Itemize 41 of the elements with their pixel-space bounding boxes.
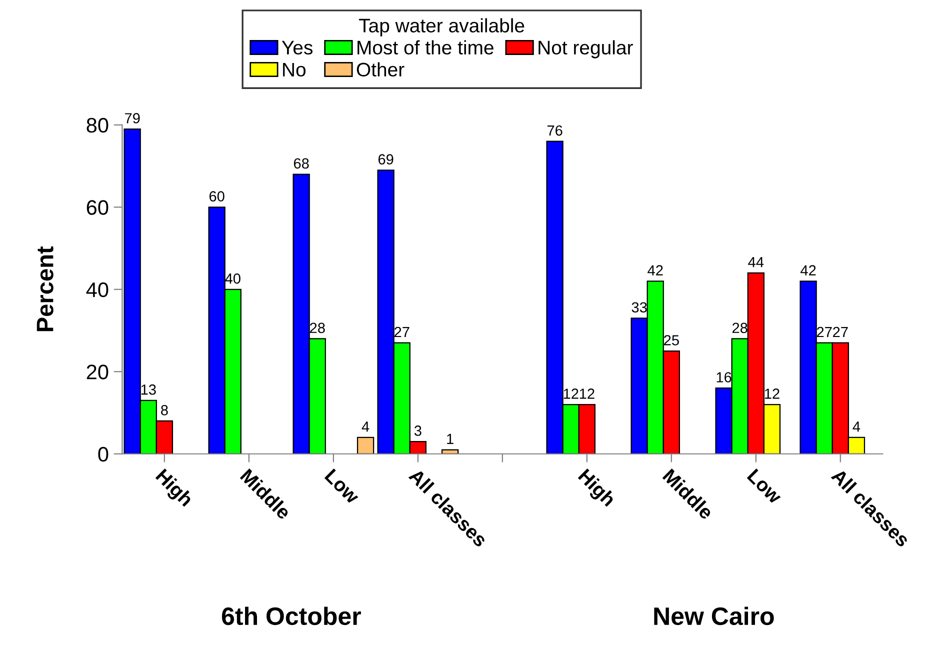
data-label: 13 [141, 384, 156, 395]
legend-label: Not regular [538, 40, 633, 58]
legend-label: No [283, 62, 306, 77]
data-label: 42 [648, 265, 663, 276]
data-label: 60 [209, 191, 224, 202]
data-label: 12 [764, 388, 780, 399]
text: New Cairo [654, 606, 774, 626]
y-tick-label: 60 [86, 200, 108, 215]
data-label: 12 [564, 388, 578, 399]
data-label: 1 [447, 434, 454, 444]
bar [441, 449, 459, 454]
data-label: 42 [800, 265, 816, 276]
data-label: 69 [378, 154, 394, 164]
data-label: 3 [414, 426, 422, 436]
y-tick-label: 0 [98, 446, 108, 462]
data-label: 8 [161, 404, 168, 416]
data-label: 79 [124, 113, 140, 124]
y-axis-title: Percent [36, 246, 54, 332]
data-label: 28 [732, 322, 748, 334]
data-label: 25 [664, 335, 679, 346]
data-label: 4 [362, 422, 370, 432]
text: 6th October [222, 606, 361, 626]
data-label: 28 [310, 322, 325, 334]
bar [356, 436, 374, 454]
y-tick-label: 40 [86, 282, 108, 298]
legend-label: Most of the time [358, 40, 494, 55]
data-label: 4 [852, 422, 860, 432]
data-label: 27 [833, 326, 848, 338]
y-tick-label: 20 [86, 364, 108, 380]
legend-title: Tap water available [359, 18, 524, 36]
data-label: 16 [716, 372, 732, 382]
y-tick-label: 80 [86, 118, 108, 133]
data-label: 33 [632, 302, 647, 313]
data-label: 27 [394, 326, 410, 338]
data-label: 27 [816, 326, 832, 338]
legend-label: Other [356, 62, 404, 77]
data-label: 12 [580, 388, 594, 399]
legend-label: Yes [282, 40, 312, 55]
data-label: 76 [547, 125, 562, 136]
data-label: 44 [748, 257, 764, 268]
data-label: 68 [294, 158, 309, 169]
